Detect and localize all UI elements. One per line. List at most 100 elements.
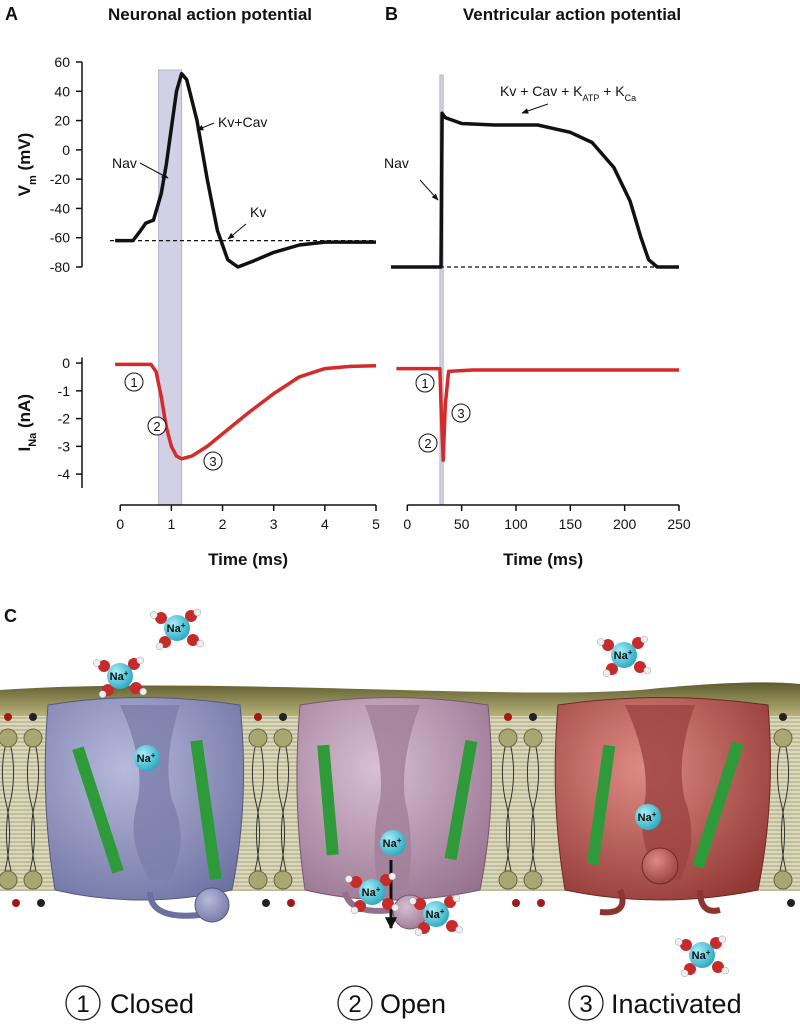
x-tick-label: 250 — [667, 516, 691, 532]
lipid-tail — [276, 746, 290, 872]
water-hydrogen — [388, 872, 397, 881]
lipid-tail — [26, 746, 40, 872]
data-line — [391, 111, 679, 269]
y-axis-label-part: V — [15, 184, 34, 196]
x-tick-label: 200 — [613, 516, 637, 532]
ion-label: Na+ — [638, 810, 657, 825]
phosphate — [779, 713, 787, 721]
ion-charge: + — [397, 836, 402, 845]
phosphate — [254, 713, 262, 721]
x-tick-label: 50 — [454, 516, 470, 532]
panel-title: Neuronal action potential — [108, 5, 312, 24]
ion-label: Na+ — [614, 648, 633, 663]
channel-closed — [44, 697, 245, 923]
data-line — [115, 71, 376, 269]
water-hydrogen — [139, 687, 147, 696]
y-tick-label: -4 — [58, 466, 71, 482]
ion-symbol: Na — [383, 838, 398, 850]
x-axis-label: Time (ms) — [208, 550, 288, 569]
marker-circle — [451, 403, 471, 423]
annotation: Kv + Cav + KATP + KCa — [500, 83, 636, 103]
x-tick-label: 150 — [559, 516, 583, 532]
water-oxygen — [98, 660, 110, 672]
water-oxygen — [414, 898, 426, 910]
annotation-part: Kv + Cav + K — [500, 83, 583, 99]
annotation-arrow — [196, 122, 215, 131]
water-hydrogen — [155, 642, 164, 650]
water-hydrogen — [597, 638, 605, 646]
water-oxygen — [382, 898, 394, 910]
sodium-ion — [107, 663, 133, 689]
water-hydrogen — [455, 925, 463, 934]
phosphate — [787, 899, 795, 907]
water-hydrogen — [345, 875, 353, 883]
y-tick-label: 40 — [54, 83, 70, 99]
x-tick-label: 0 — [116, 516, 124, 532]
ion-symbol: Na — [426, 909, 441, 921]
annotation: Nav — [112, 155, 137, 171]
water-hydrogen — [350, 906, 359, 914]
marker-label: 1 — [130, 375, 137, 390]
water-hydrogen — [680, 969, 689, 977]
marker-circle — [124, 372, 144, 392]
water-hydrogen — [414, 928, 423, 936]
phosphate — [262, 899, 270, 907]
water-oxygen — [350, 876, 362, 888]
ion-charge: + — [151, 751, 156, 760]
state-number-circle — [568, 985, 604, 1021]
ion-charge: + — [124, 669, 129, 678]
ion-label: Na+ — [167, 621, 186, 636]
x-tick-label: 100 — [504, 516, 528, 532]
y-tick-label: 0 — [62, 142, 70, 158]
lipid-heads — [0, 713, 795, 907]
state-number: 2 — [348, 991, 361, 1018]
x-tick-label: 1 — [167, 516, 175, 532]
x-axis-label: Time (ms) — [503, 550, 583, 569]
x-tick-label: 0 — [403, 516, 411, 532]
water-oxygen — [680, 939, 692, 951]
ion-label: Na+ — [362, 885, 381, 900]
lipid-head — [773, 870, 793, 890]
ion-symbol: Na — [362, 887, 377, 899]
water-hydrogen — [452, 894, 461, 903]
sodium-ion — [380, 830, 406, 856]
state-label: Closed — [110, 989, 194, 1019]
y-tick-label: -80 — [50, 259, 70, 275]
panel-letter: A — [5, 4, 18, 24]
lipid-tail — [501, 746, 515, 872]
channel-open — [296, 697, 493, 930]
y-tick-label: -40 — [50, 200, 70, 216]
ion-label: Na+ — [692, 948, 711, 963]
ion-label: Na+ — [426, 907, 445, 922]
water-hydrogen — [98, 690, 107, 698]
lipid-tail — [526, 746, 540, 872]
ion-charge: + — [628, 648, 633, 657]
annotation-part: ATP — [582, 93, 599, 103]
ion-symbol: Na — [638, 812, 653, 824]
ion-symbol: Na — [167, 623, 182, 635]
ion-charge: + — [181, 621, 186, 630]
marker-circle — [147, 416, 167, 436]
sodium-ion — [134, 745, 160, 771]
x-tick-label: 2 — [219, 516, 227, 532]
phosphate — [287, 899, 295, 907]
annotation-part: + K — [599, 83, 625, 99]
ion-label: Na+ — [137, 751, 156, 766]
lipid-head — [498, 728, 518, 748]
phosphate — [279, 713, 287, 721]
y-tick-label: -1 — [58, 383, 71, 399]
water-oxygen — [446, 920, 458, 932]
annotation: Nav — [384, 155, 409, 171]
sodium-ion — [689, 942, 715, 968]
water-hydrogen — [721, 966, 729, 975]
annotation-arrow — [227, 223, 247, 240]
channel-illustration: C Na+Na+Na+Na+Na+N — [0, 606, 800, 1021]
phosphate — [504, 713, 512, 721]
ion-charge: + — [376, 885, 381, 894]
marker-circle — [418, 433, 438, 453]
phosphate — [529, 713, 537, 721]
y-axis-label: INa (nA) — [15, 394, 39, 452]
water-hydrogen — [640, 635, 649, 644]
panel-letter: C — [4, 606, 17, 626]
data-line — [115, 362, 377, 461]
